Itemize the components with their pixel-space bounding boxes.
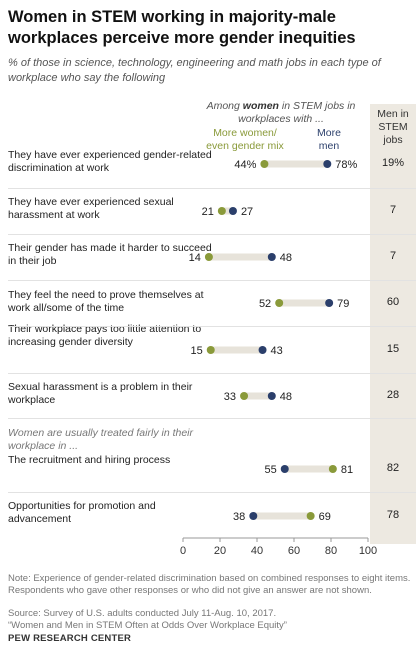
row-label: They feel the need to prove themselves a… xyxy=(8,289,204,314)
value-label-women-mix: 81 xyxy=(341,464,353,476)
dot-more-men xyxy=(323,160,332,168)
chart-subtitle: % of those in science, technology, engin… xyxy=(8,57,381,84)
row-separator xyxy=(8,280,416,281)
dot-women-mix xyxy=(260,160,269,168)
men-value: 15 xyxy=(386,343,400,355)
value-label-more-men: 27 xyxy=(241,206,253,218)
value-label-more-men: 43 xyxy=(271,345,283,357)
x-tick-label: 40 xyxy=(251,545,263,557)
row-label: Their gender has made it harder to succe… xyxy=(8,242,212,267)
row-separator xyxy=(8,326,416,327)
dot-women-mix xyxy=(275,299,284,307)
women-column-header: Among women in STEM jobs in workplaces w… xyxy=(206,100,356,125)
value-label-more-men: 38 xyxy=(233,511,245,523)
row-separator xyxy=(8,188,416,189)
x-tick-label: 0 xyxy=(180,545,186,557)
dot-women-mix xyxy=(306,512,315,520)
men-value: 28 xyxy=(386,389,400,401)
chart-notes: Note: Experience of gender-related discr… xyxy=(8,573,411,596)
dot-more-men xyxy=(267,253,276,261)
dot-more-men xyxy=(258,346,267,354)
row-separator xyxy=(8,492,416,493)
value-label-more-men: 48 xyxy=(280,391,292,403)
men-value: 60 xyxy=(386,296,400,308)
report-title: “Women and Men in STEM Often at Odds Ove… xyxy=(8,620,287,631)
value-label-more-men: 48 xyxy=(280,252,292,264)
row-label: They have ever experienced gender-relate… xyxy=(8,149,212,174)
men-value: 82 xyxy=(386,462,400,474)
chart-source: Source: Survey of U.S. adults conducted … xyxy=(8,608,277,619)
men-column-band xyxy=(370,104,416,544)
dot-more-men xyxy=(249,512,258,520)
legend-more-men: More men xyxy=(317,127,341,152)
dot-women-mix xyxy=(206,346,215,354)
row-label: Opportunities for promotion and advancem… xyxy=(8,500,156,525)
men-value: 19% xyxy=(381,157,405,169)
dot-more-men xyxy=(280,465,289,473)
value-label-women-mix: 15 xyxy=(191,345,203,357)
value-label-women-mix: 21 xyxy=(202,206,214,218)
dot-more-men xyxy=(267,392,276,400)
row-separator xyxy=(8,234,416,235)
men-column-header: Men in STEM jobs xyxy=(377,108,409,146)
x-tick-label: 100 xyxy=(359,545,377,557)
dot-more-men xyxy=(228,207,237,215)
value-label-women-mix: 33 xyxy=(224,391,236,403)
dot-women-mix xyxy=(204,253,213,261)
value-label-women-mix: 69 xyxy=(319,511,331,523)
value-label-women-mix: 44% xyxy=(234,159,256,171)
x-tick-label: 20 xyxy=(214,545,226,557)
men-value: 7 xyxy=(389,204,397,216)
legend-women-mix: More women/ even gender mix xyxy=(206,127,284,152)
row-label: The recruitment and hiring process xyxy=(8,454,171,466)
row-separator xyxy=(8,373,416,374)
dot-more-men xyxy=(325,299,334,307)
value-label-women-mix: 14 xyxy=(189,252,201,264)
row-separator xyxy=(8,418,416,419)
men-value: 7 xyxy=(389,250,397,262)
x-tick-label: 80 xyxy=(325,545,337,557)
chart-title: Women in STEM working in majority-male w… xyxy=(8,8,356,47)
value-label-women-mix: 52 xyxy=(259,298,271,310)
dot-women-mix xyxy=(328,465,337,473)
dot-women-mix xyxy=(240,392,249,400)
org-name: PEW RESEARCH CENTER xyxy=(8,633,132,644)
section-label: Women are usually treated fairly in thei… xyxy=(8,427,193,452)
row-label: Sexual harassment is a problem in their … xyxy=(8,381,193,406)
dot-women-mix xyxy=(217,207,226,215)
x-tick-label: 60 xyxy=(288,545,300,557)
men-value: 78 xyxy=(386,509,400,521)
row-label: They have ever experienced sexual harass… xyxy=(8,196,174,221)
value-label-more-men: 55 xyxy=(265,464,277,476)
value-label-more-men: 79 xyxy=(337,298,349,310)
value-label-more-men: 78% xyxy=(335,159,357,171)
